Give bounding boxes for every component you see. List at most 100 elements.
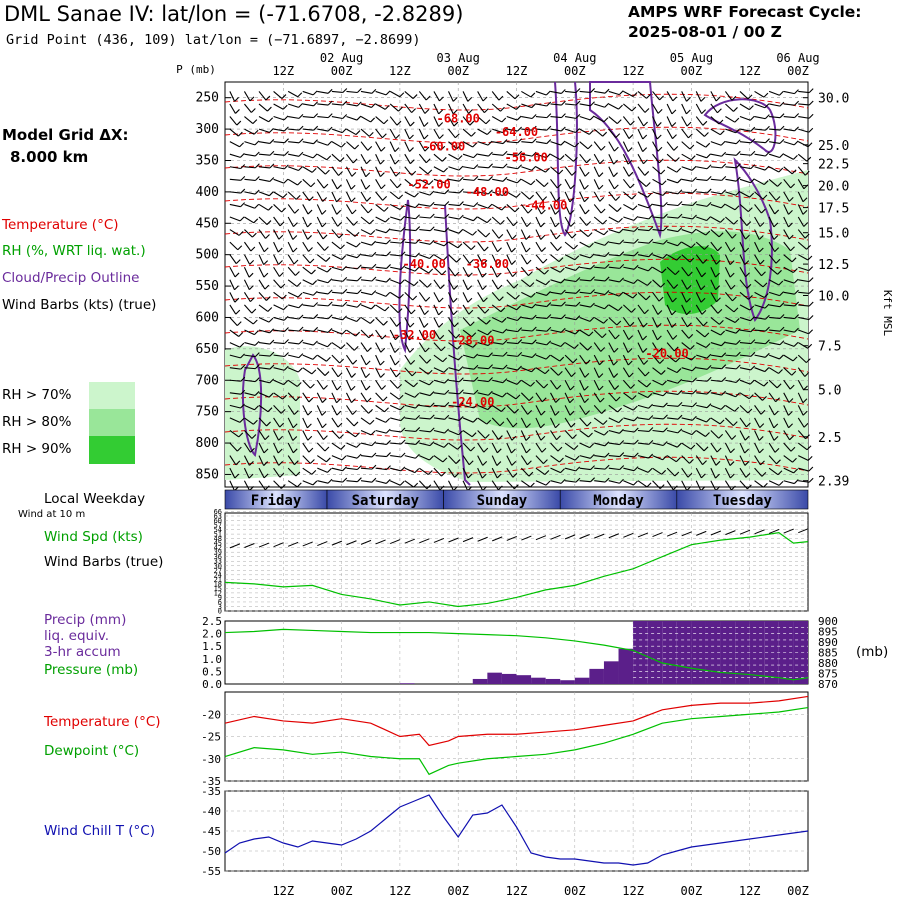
wind-barb-flag xyxy=(455,333,461,339)
wind-barb xyxy=(623,404,634,411)
wind-barb-flag xyxy=(238,231,244,236)
wind-barb xyxy=(579,342,588,351)
height-tick-label: 25.0 xyxy=(818,139,849,154)
wind-barb xyxy=(288,329,300,332)
wind-barb-flag xyxy=(788,398,794,403)
wind-barb xyxy=(477,279,483,290)
wind-barb-flag xyxy=(283,315,289,321)
wind-barb-flag xyxy=(500,407,506,412)
cloud-outline xyxy=(589,81,663,239)
wind-barb xyxy=(754,279,764,288)
wind-barb xyxy=(696,153,707,159)
wind-barb-flag xyxy=(599,196,605,202)
wind-barb xyxy=(229,304,237,315)
wind-barb-flag xyxy=(327,289,333,295)
wind-barb xyxy=(419,367,429,375)
wind-barb xyxy=(593,229,605,236)
wind-barb xyxy=(520,229,527,240)
wind-barb-flag xyxy=(313,101,318,107)
wind-barb-flag xyxy=(529,482,535,488)
wind-barb xyxy=(768,417,775,429)
wind-barb xyxy=(666,292,673,303)
wind-barb-flag xyxy=(459,201,464,206)
wind-barb-flag xyxy=(426,282,432,288)
wind-barb xyxy=(798,103,810,106)
wind-barb-flag xyxy=(744,435,750,441)
wind-barb xyxy=(477,455,484,466)
wind-barb-flag xyxy=(512,272,517,278)
wind-barb-flag xyxy=(690,155,696,161)
wind-barb xyxy=(739,178,751,184)
wind-barb xyxy=(739,166,751,170)
precip-tick-label: 1.0 xyxy=(202,653,222,666)
wind-barb-flag xyxy=(501,317,507,323)
isotherm-label: -28.00 xyxy=(451,334,494,348)
wind-barb xyxy=(550,115,562,119)
wind-barb-flag xyxy=(632,205,638,211)
wind-barb xyxy=(419,379,430,386)
wind-barb xyxy=(739,455,746,466)
wind-barb-flag xyxy=(269,163,275,169)
wind-barb-flag xyxy=(240,164,246,169)
wind-barb-flag xyxy=(686,121,692,127)
wind-barb-flag xyxy=(366,159,371,165)
wind-barb-flag xyxy=(777,182,782,187)
wind-barb xyxy=(798,115,810,119)
wind-barb-flag xyxy=(415,414,421,420)
wind-barb xyxy=(360,380,367,391)
wind-barb-flag xyxy=(237,131,243,137)
wind-barb-flag xyxy=(794,126,799,132)
wind-barb xyxy=(419,417,431,420)
height-tick-label: 2.39 xyxy=(818,475,849,490)
wind-barb-flag xyxy=(686,96,691,102)
wind-barb xyxy=(375,404,385,413)
wind-barb-flag xyxy=(648,203,653,209)
wind-barb-flag xyxy=(729,272,735,278)
wind-barb-flag xyxy=(237,245,243,251)
wind-barb-flag xyxy=(808,88,814,93)
wind-barb xyxy=(608,329,616,340)
wind-barb xyxy=(565,304,577,307)
wind-barb xyxy=(535,266,545,275)
wind-barb xyxy=(404,178,414,187)
wind-barb xyxy=(258,166,271,169)
height-tick-label: 22.5 xyxy=(818,158,849,173)
wind-barb xyxy=(754,241,760,253)
wind-barb-flag xyxy=(613,347,619,353)
wind-barb xyxy=(477,216,488,224)
wind-barb xyxy=(477,254,484,265)
wind-barb-flag xyxy=(497,284,503,290)
wind-barb-flag xyxy=(338,171,343,176)
wind-barb-flag xyxy=(458,176,464,182)
wind-barb-flag xyxy=(517,351,523,357)
wind-barb-flag xyxy=(619,277,624,283)
wind-barb xyxy=(681,304,687,316)
wind-barb xyxy=(535,316,547,320)
wind-barb-flag xyxy=(613,360,618,366)
wind-barb xyxy=(520,430,527,441)
wind-barb xyxy=(302,191,310,202)
wind-barb-flag xyxy=(400,265,406,270)
wind-barb-flag xyxy=(452,109,458,115)
wind-barb xyxy=(506,354,518,357)
wind-barb-flag xyxy=(452,310,458,316)
wind-barb-flag xyxy=(488,189,493,195)
wind-barb-flag xyxy=(283,365,289,371)
wind-barb xyxy=(564,191,571,203)
wind-barb xyxy=(273,91,283,99)
wind-barb xyxy=(550,241,558,251)
wind-barb-flag xyxy=(779,139,785,144)
wind-barb xyxy=(317,90,329,94)
wind-barb xyxy=(287,480,298,488)
wind-barb xyxy=(360,279,373,282)
wind-barb-flag xyxy=(400,251,406,257)
wind-barb xyxy=(418,480,428,490)
wind-barb-flag xyxy=(292,423,298,429)
wind-barb xyxy=(725,191,737,196)
wind-barb-flag xyxy=(327,478,333,484)
wind-barb xyxy=(462,430,473,438)
wind-barb xyxy=(710,342,722,347)
wind-barb-flag xyxy=(805,358,811,364)
wind-barb xyxy=(243,467,250,479)
sfc-wind-barb xyxy=(783,528,794,534)
